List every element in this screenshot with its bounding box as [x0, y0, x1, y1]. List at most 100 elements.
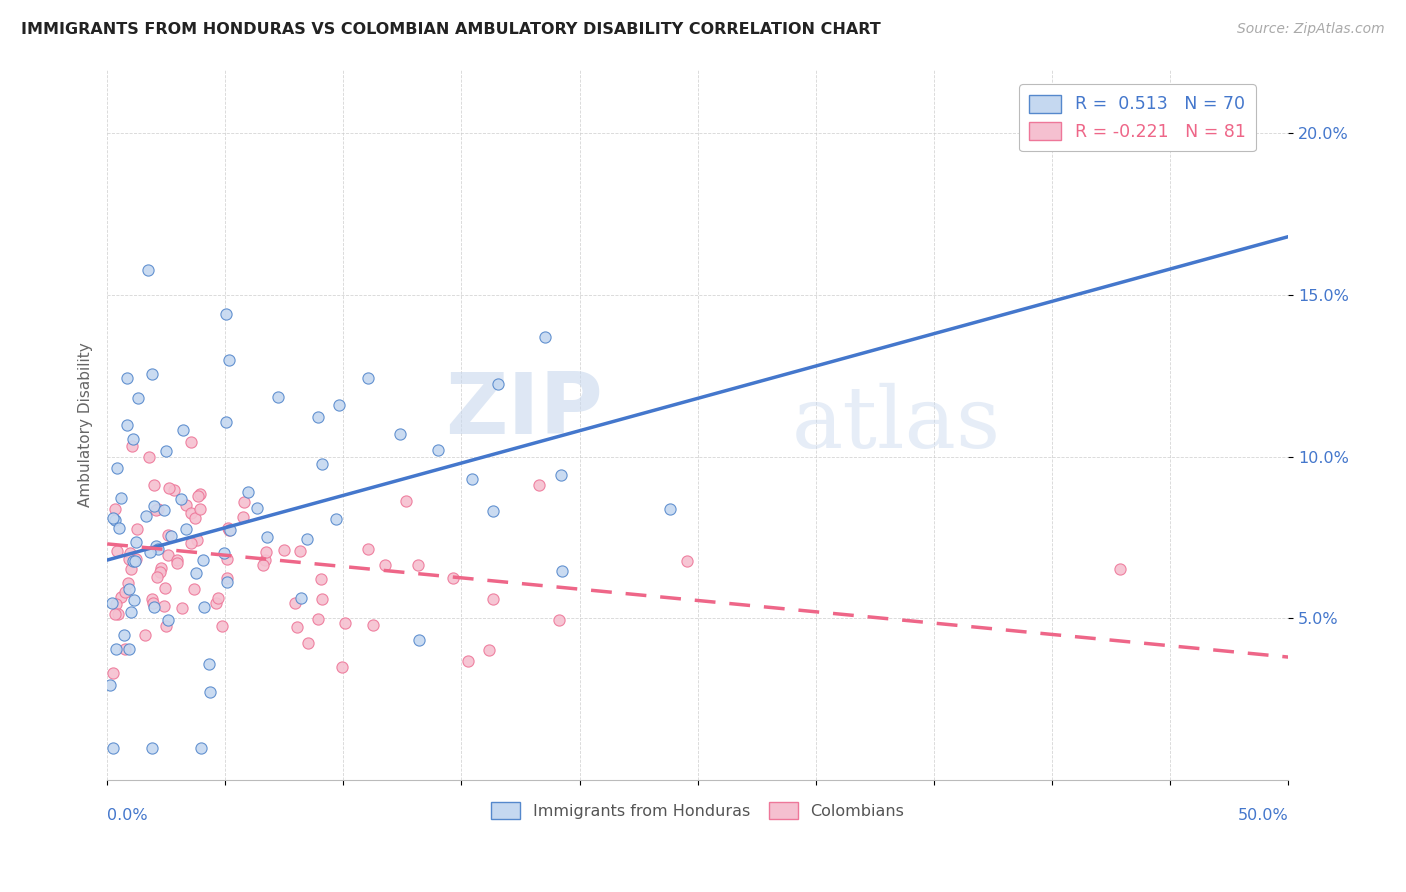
Point — [104, 513, 127, 527]
Point — [105, 460, 128, 475]
Point — [238, 484, 260, 499]
Point — [150, 561, 173, 575]
Point — [101, 740, 124, 755]
Point — [188, 501, 211, 516]
Point — [100, 596, 122, 610]
Point — [114, 584, 136, 599]
Point — [188, 487, 211, 501]
Point — [174, 498, 197, 512]
Point — [246, 501, 269, 516]
Point — [297, 636, 319, 650]
Point — [98, 677, 121, 691]
Point — [441, 571, 464, 585]
Point — [550, 467, 572, 482]
Point — [127, 391, 149, 405]
Point — [120, 561, 142, 575]
Point — [256, 530, 278, 544]
Point — [135, 508, 157, 523]
Point — [311, 457, 333, 471]
Point — [548, 613, 571, 627]
Point — [218, 523, 240, 537]
Point — [207, 591, 229, 606]
Point — [204, 596, 226, 610]
Point — [139, 545, 162, 559]
Point — [254, 545, 277, 559]
Point — [253, 552, 276, 566]
Point — [156, 548, 179, 562]
Text: 50.0%: 50.0% — [1237, 808, 1288, 823]
Point — [187, 490, 209, 504]
Point — [112, 628, 135, 642]
Point — [290, 591, 312, 605]
Point — [124, 552, 146, 566]
Point — [115, 370, 138, 384]
Text: IMMIGRANTS FROM HONDURAS VS COLOMBIAN AMBULATORY DISABILITY CORRELATION CHART: IMMIGRANTS FROM HONDURAS VS COLOMBIAN AM… — [21, 22, 880, 37]
Point — [460, 471, 482, 485]
Point — [104, 607, 127, 622]
Point — [114, 642, 136, 657]
Point — [180, 535, 202, 549]
Point — [121, 439, 143, 453]
Point — [105, 597, 128, 611]
Point — [267, 390, 290, 404]
Point — [217, 521, 239, 535]
Point — [120, 605, 142, 619]
Text: atlas: atlas — [792, 383, 1001, 466]
Text: 0.0%: 0.0% — [107, 808, 148, 823]
Point — [486, 376, 509, 391]
Point — [183, 582, 205, 597]
Point — [675, 553, 697, 567]
Point — [284, 596, 307, 610]
Point — [232, 509, 254, 524]
Point — [153, 503, 176, 517]
Point — [186, 533, 208, 548]
Point — [104, 642, 127, 657]
Point — [166, 556, 188, 570]
Point — [212, 546, 235, 560]
Point — [356, 541, 378, 556]
Point — [141, 592, 163, 607]
Point — [184, 511, 207, 525]
Point — [141, 740, 163, 755]
Point — [155, 618, 177, 632]
Point — [215, 552, 238, 566]
Point — [117, 575, 139, 590]
Point — [118, 552, 141, 566]
Point — [125, 522, 148, 536]
Point — [215, 415, 238, 429]
Point — [110, 590, 132, 604]
Legend: Immigrants from Honduras, Colombians: Immigrants from Honduras, Colombians — [485, 796, 911, 825]
Point — [309, 572, 332, 586]
Point — [457, 654, 479, 668]
Point — [122, 554, 145, 568]
Point — [124, 554, 146, 568]
Text: Source: ZipAtlas.com: Source: ZipAtlas.com — [1237, 22, 1385, 37]
Point — [118, 582, 141, 596]
Point — [406, 558, 429, 573]
Point — [104, 502, 127, 516]
Point — [118, 642, 141, 657]
Point — [153, 581, 176, 595]
Point — [198, 657, 221, 672]
Point — [156, 527, 179, 541]
Point — [395, 494, 418, 508]
Point — [157, 481, 180, 495]
Point — [478, 642, 501, 657]
Point — [115, 418, 138, 433]
Y-axis label: Ambulatory Disability: Ambulatory Disability — [79, 342, 93, 507]
Point — [108, 520, 131, 534]
Point — [146, 570, 169, 584]
Point — [122, 432, 145, 446]
Point — [163, 483, 186, 497]
Point — [166, 553, 188, 567]
Point — [110, 491, 132, 506]
Point — [180, 435, 202, 450]
Point — [214, 307, 236, 321]
Point — [325, 512, 347, 526]
Point — [527, 477, 550, 491]
Point — [105, 544, 128, 558]
Point — [134, 628, 156, 642]
Point — [215, 574, 238, 589]
Point — [142, 596, 165, 610]
Point — [219, 524, 242, 538]
